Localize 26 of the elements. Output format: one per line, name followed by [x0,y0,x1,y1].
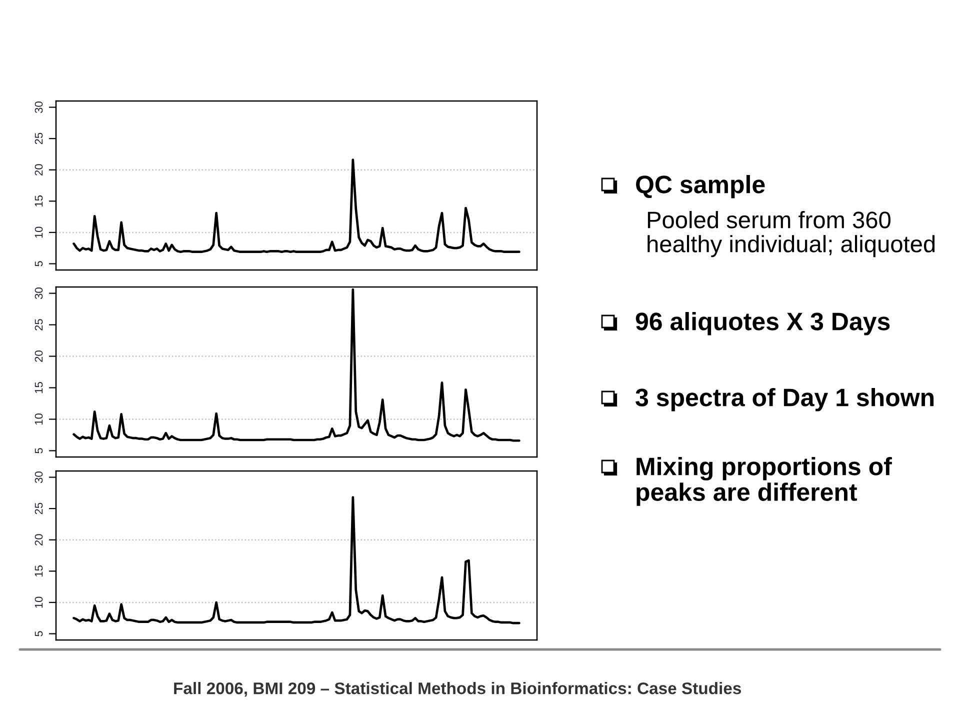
y-tick-label: 20 [34,164,43,176]
y-tick-label: 5 [34,261,43,266]
y-tick-label: 10 [34,596,43,608]
y-tick-label: 30 [34,102,43,114]
y-tick-label: 15 [34,195,43,206]
y-tick-label: 5 [34,448,43,454]
y-tick-label: 10 [34,226,43,238]
text: 96 aliquotes X 3 Days [636,312,890,336]
text: Mixing proportions of peaks are different [636,457,892,506]
y-tick-label: 25 [34,502,43,514]
y-tick-label: 30 [34,472,43,484]
text: Fall 2006, BMI 209 – Statistical Methods in Bioinformatics: Case Studies [174,682,741,697]
y-tick-label: 15 [34,565,43,576]
y-tick-label: 30 [34,288,43,300]
y-tick-label: 25 [34,132,43,144]
y-tick-label: 20 [34,534,43,546]
text: Pooled serum from 360 healthy individual; aliquoted [648,211,935,258]
text: QC sample [636,175,765,198]
y-tick-label: 15 [34,382,43,394]
y-tick-label: 25 [34,319,43,330]
text: 3 spectra of Day 1 shown [636,388,934,412]
y-tick-label: 5 [34,631,43,636]
line-series [72,158,520,254]
line-series [72,496,520,624]
y-tick-label: 20 [34,350,43,362]
y-tick-label: 10 [34,413,43,425]
